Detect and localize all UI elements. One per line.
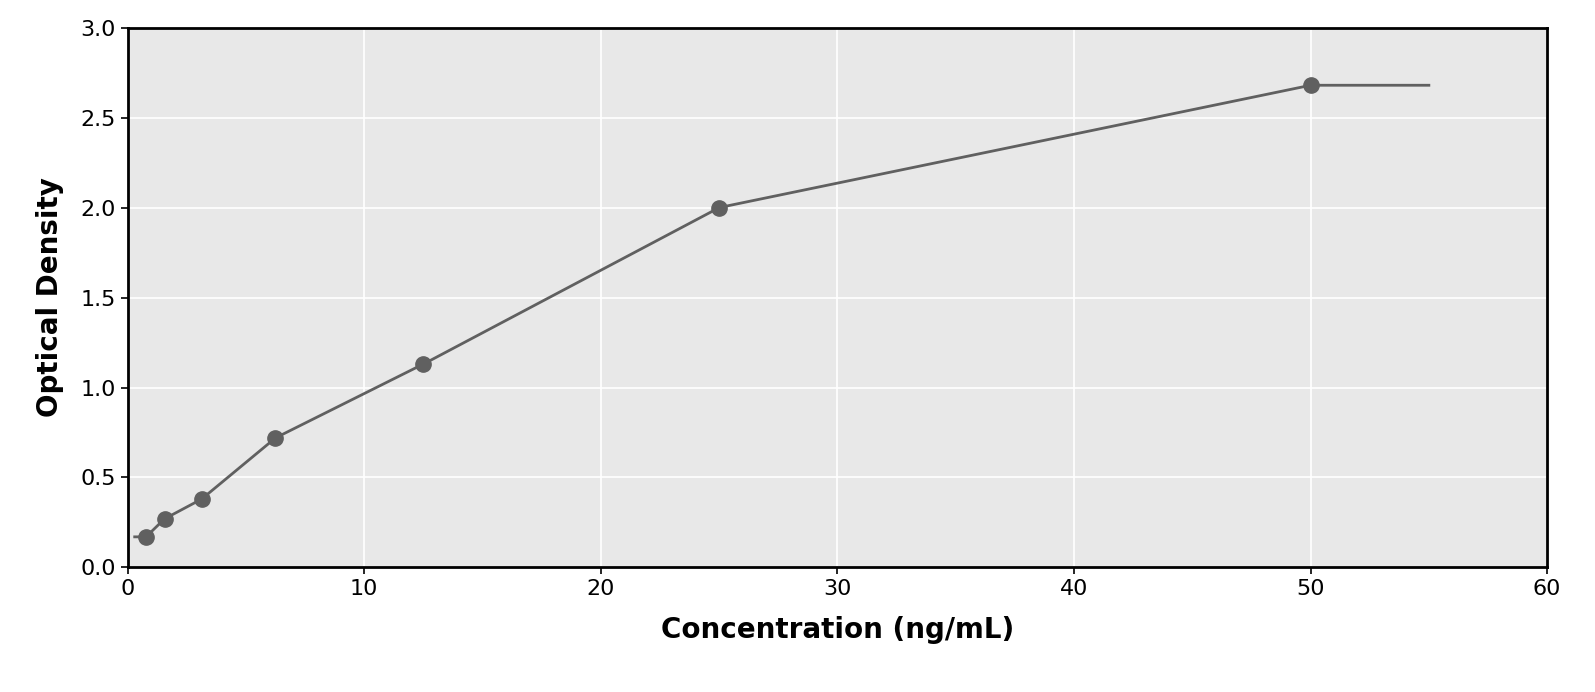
Point bbox=[152, 513, 177, 525]
Point bbox=[188, 493, 214, 504]
Y-axis label: Optical Density: Optical Density bbox=[35, 178, 64, 417]
Point bbox=[707, 202, 732, 213]
Point bbox=[134, 531, 160, 543]
X-axis label: Concentration (ng/mL): Concentration (ng/mL) bbox=[660, 616, 1014, 644]
Point bbox=[263, 432, 289, 444]
Point bbox=[410, 358, 435, 370]
Point bbox=[1298, 80, 1324, 91]
